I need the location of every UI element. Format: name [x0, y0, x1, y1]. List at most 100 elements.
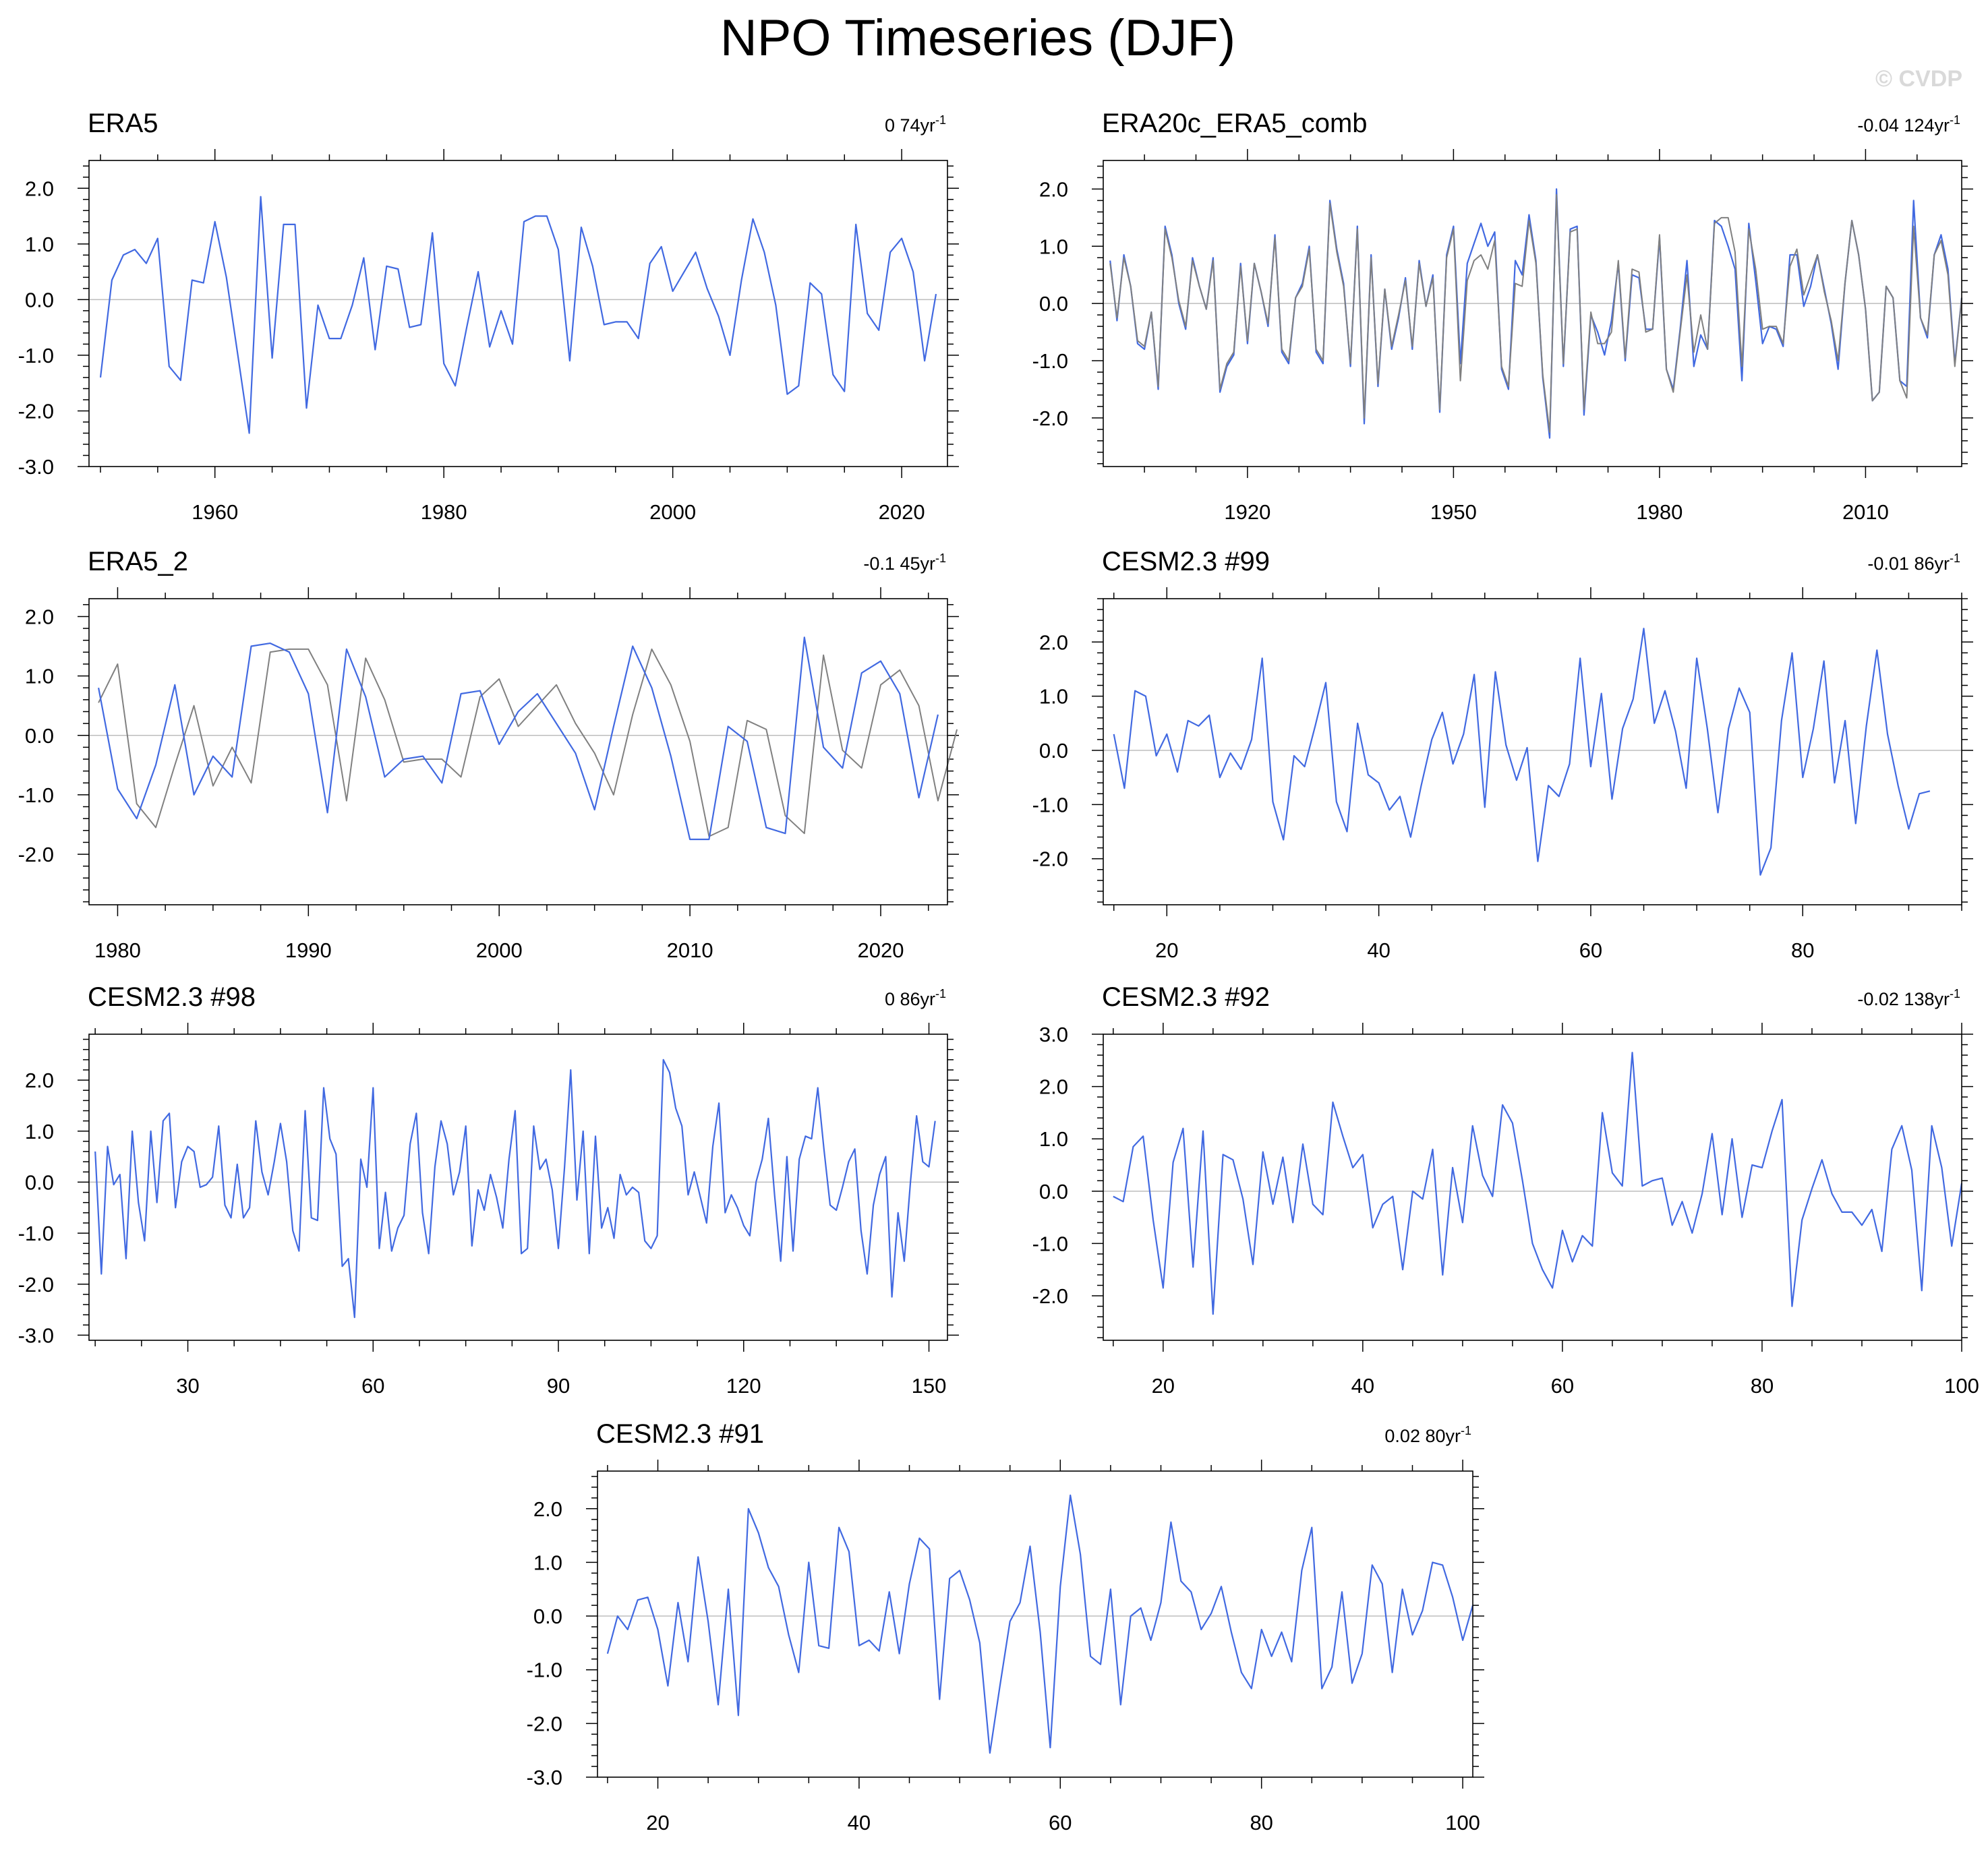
- y-tick-label: -2.0: [18, 1273, 54, 1296]
- main-series-line: [606, 1494, 1474, 1754]
- x-tick-label: 80: [1751, 1374, 1774, 1398]
- trend-text: -0.04 124yr: [1857, 115, 1950, 136]
- y-tick-label: -2.0: [1032, 407, 1068, 430]
- trend-text: 0.02 80yr: [1384, 1426, 1461, 1446]
- y-tick-label: 0.0: [1039, 292, 1068, 316]
- chart-panel: 2.0 1.0 0.0 -1.0 -2.0 20 40 60 80 CESM2.3 #99 -0.0…: [1032, 547, 1973, 962]
- y-tick-label: 1.0: [25, 665, 54, 688]
- y-tick-label: -1.0: [18, 344, 54, 367]
- trend-superscript: -1: [1950, 987, 1960, 1000]
- x-tick-label: 120: [726, 1374, 761, 1398]
- y-tick-label: -2.0: [18, 843, 54, 866]
- panel-title: ERA20c_ERA5_comb: [1102, 109, 1368, 138]
- y-tick-label: 1.0: [533, 1551, 562, 1574]
- plot-frame: [88, 1034, 948, 1341]
- x-tick-label: 2010: [1842, 500, 1889, 524]
- y-tick-label: -1.0: [1032, 793, 1068, 816]
- main-series-line: [99, 196, 937, 434]
- y-tick-label: 2.0: [1039, 630, 1068, 654]
- y-tick-label: -1.0: [1032, 349, 1068, 373]
- y-tick-label: -1.0: [18, 783, 54, 807]
- x-tick-label: 1960: [192, 500, 238, 524]
- plot-frame: [597, 1470, 1473, 1778]
- chart-panel: 3.0 2.0 1.0 0.0 -1.0 -2.0 20 40 60 80 100 CESM2.3 #…: [1032, 982, 1979, 1398]
- trend-text: -0.1 45yr: [863, 554, 935, 574]
- y-tick-label: 1.0: [1039, 235, 1068, 258]
- plot-frame: [88, 598, 948, 905]
- trend-text: 0 86yr: [885, 989, 935, 1009]
- y-tick-label: -3.0: [18, 1323, 54, 1347]
- main-series-line: [98, 636, 939, 841]
- x-tick-label: 80: [1250, 1811, 1273, 1834]
- y-tick-label: 2.0: [25, 1069, 54, 1092]
- x-tick-label: 2000: [476, 938, 523, 962]
- plot-frame: [1103, 1034, 1962, 1341]
- y-tick-label: -2.0: [1032, 847, 1068, 871]
- trend-label: -0.01 86yr-1: [1867, 551, 1960, 574]
- reference-series-line: [1109, 193, 1962, 434]
- panel-title: CESM2.3 #92: [1102, 982, 1270, 1012]
- x-tick-label: 60: [1579, 938, 1602, 962]
- trend-label: -0.04 124yr-1: [1857, 113, 1960, 136]
- y-tick-label: 2.0: [533, 1497, 562, 1521]
- trend-label: -0.02 138yr-1: [1857, 987, 1960, 1009]
- trend-text: -0.01 86yr: [1867, 554, 1950, 574]
- trend-label: 0 74yr-1: [885, 113, 946, 136]
- y-tick-label: -1.0: [1032, 1232, 1068, 1255]
- trend-superscript: -1: [1950, 551, 1960, 565]
- x-tick-label: 30: [176, 1374, 199, 1398]
- plot-frame: [88, 160, 948, 467]
- y-tick-label: -3.0: [527, 1766, 562, 1789]
- main-series-line: [1113, 1052, 1963, 1315]
- chart-panels: 2.0 1.0 0.0 -1.0 -2.0 -3.0 1960 1980 2000 2020 ERA…: [18, 109, 1979, 1834]
- x-tick-label: 60: [361, 1374, 384, 1398]
- chart-panel: 2.0 1.0 0.0 -1.0 -2.0 -3.0 30 60 90 120 150 CESM2.3…: [18, 982, 959, 1398]
- y-tick-label: 1.0: [1039, 1127, 1068, 1151]
- y-tick-label: 1.0: [1039, 685, 1068, 709]
- x-tick-label: 40: [848, 1811, 871, 1834]
- panel-title: CESM2.3 #99: [1102, 547, 1270, 576]
- trend-label: 0.02 80yr-1: [1384, 1424, 1471, 1446]
- trend-label: 0 86yr-1: [885, 987, 946, 1009]
- chart-panel: 2.0 1.0 0.0 -1.0 -2.0 1920 1950 1980 2010 ERA20c_…: [1032, 109, 1973, 524]
- panel-title: CESM2.3 #91: [596, 1419, 764, 1449]
- main-series-line: [94, 1058, 936, 1319]
- trend-superscript: -1: [935, 113, 946, 127]
- y-tick-label: 1.0: [25, 1120, 54, 1143]
- main-series-line: [1109, 188, 1963, 439]
- y-tick-label: 0.0: [25, 724, 54, 748]
- y-tick-label: -1.0: [18, 1222, 54, 1245]
- watermark: © CVDP: [1875, 66, 1962, 92]
- x-tick-label: 100: [1445, 1811, 1480, 1834]
- x-tick-label: 60: [1049, 1811, 1072, 1834]
- x-tick-label: 1980: [1636, 500, 1683, 524]
- chart-panel: 2.0 1.0 0.0 -1.0 -2.0 -3.0 1960 1980 2000 2020 ERA…: [18, 109, 959, 524]
- x-tick-label: 1980: [94, 938, 141, 962]
- trend-label: -0.1 45yr-1: [863, 551, 946, 574]
- x-tick-label: 100: [1944, 1374, 1979, 1398]
- y-tick-label: -1.0: [527, 1659, 562, 1682]
- y-tick-label: 2.0: [1039, 177, 1068, 201]
- trend-superscript: -1: [1950, 113, 1960, 127]
- trend-text: 0 74yr: [885, 115, 935, 136]
- panel-title: CESM2.3 #98: [88, 982, 256, 1012]
- x-tick-label: 150: [912, 1374, 947, 1398]
- figure-title: NPO Timeseries (DJF): [720, 9, 1235, 67]
- y-tick-label: -2.0: [527, 1712, 562, 1735]
- y-tick-label: 0.0: [533, 1605, 562, 1628]
- x-tick-label: 40: [1367, 938, 1390, 962]
- main-series-line: [1113, 628, 1931, 876]
- x-tick-label: 1990: [285, 938, 332, 962]
- x-tick-label: 20: [646, 1811, 669, 1834]
- y-tick-label: 2.0: [25, 605, 54, 628]
- x-tick-label: 90: [547, 1374, 570, 1398]
- reference-series-line: [98, 648, 958, 837]
- trend-superscript: -1: [1461, 1424, 1471, 1437]
- x-tick-label: 2010: [667, 938, 713, 962]
- x-tick-label: 1920: [1224, 500, 1270, 524]
- y-tick-label: 1.0: [25, 233, 54, 256]
- plot-frame: [1103, 598, 1962, 905]
- x-tick-label: 2020: [879, 500, 925, 524]
- x-tick-label: 40: [1351, 1374, 1374, 1398]
